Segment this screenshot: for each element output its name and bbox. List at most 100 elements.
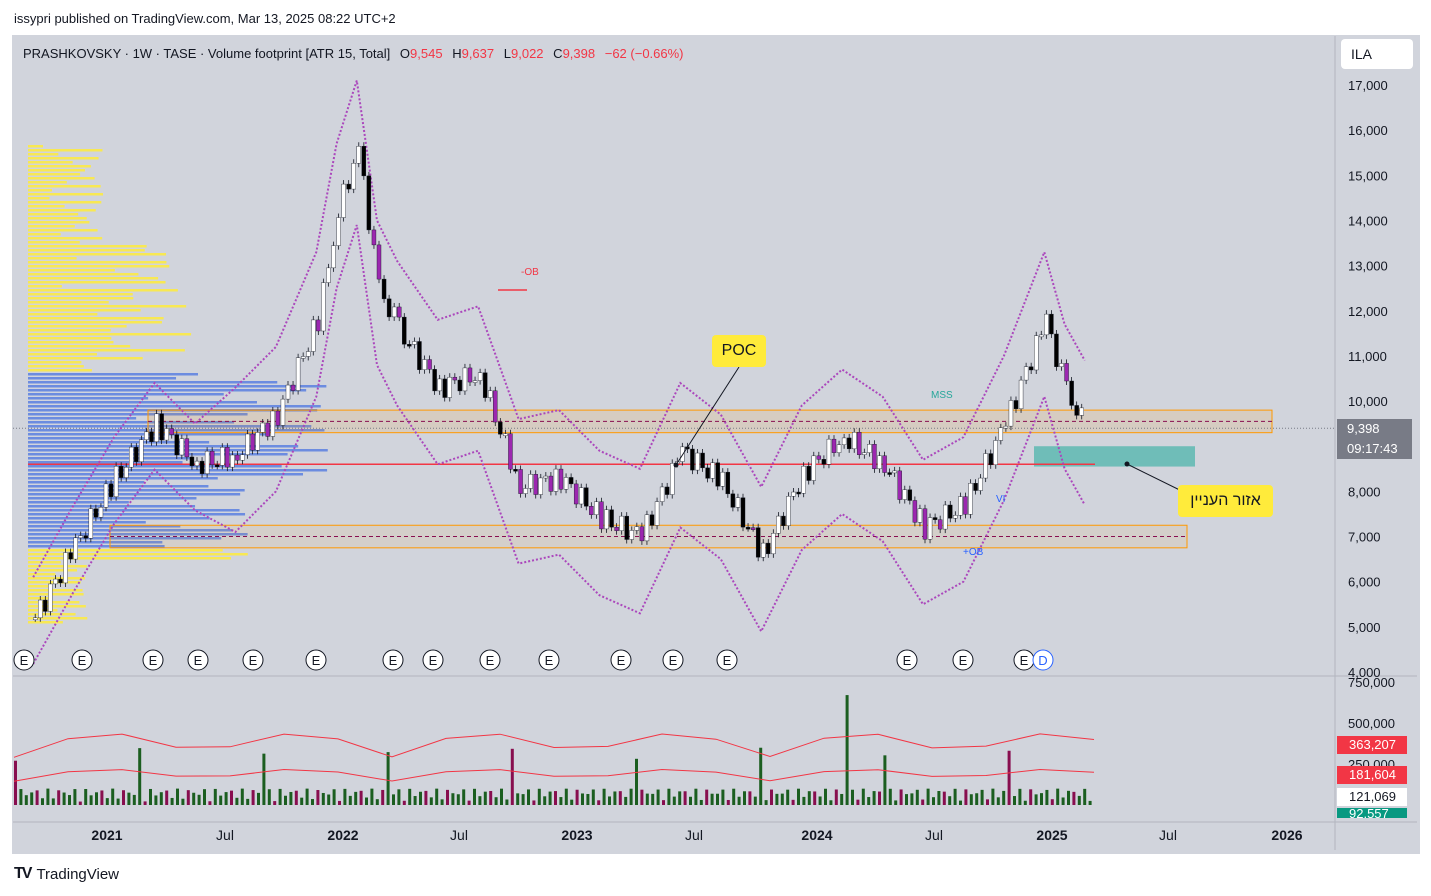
profile-bar (28, 189, 52, 192)
candle (670, 463, 675, 495)
volume-bar (462, 789, 466, 805)
volume-bar (753, 796, 757, 805)
volume-bar (834, 789, 838, 805)
earnings-icon[interactable]: E (71, 649, 93, 671)
profile-bar (28, 453, 288, 456)
volume-bar (251, 790, 255, 805)
time-tick-label: 2023 (561, 827, 592, 843)
time-tick-label: Jul (216, 827, 234, 843)
profile-bar (28, 301, 109, 304)
volume-bar (73, 789, 77, 805)
earnings-icon[interactable]: E (142, 649, 164, 671)
volume-bar (899, 789, 903, 805)
last-price-badge: 9,398 09:17:43 (1337, 419, 1412, 459)
footer-brand[interactable]: TradingView (36, 865, 119, 883)
volume-bar (1023, 800, 1027, 805)
profile-bar (28, 341, 114, 344)
volume-bar (564, 788, 568, 805)
earnings-icon[interactable]: E (538, 649, 560, 671)
volume-badge-2: 181,604 (1337, 766, 1407, 784)
profile-bar (28, 157, 99, 160)
volume-bar (262, 753, 266, 805)
earnings-icon[interactable]: E (479, 649, 501, 671)
candle (619, 515, 624, 531)
volume-bar (975, 793, 979, 805)
earnings-icon[interactable]: E (305, 649, 327, 671)
earnings-icon[interactable]: E (187, 649, 209, 671)
profile-bar (28, 481, 145, 484)
volume-bar (683, 791, 687, 805)
profile-bar (28, 473, 304, 476)
earnings-icon[interactable]: E (896, 649, 918, 671)
candle (1049, 313, 1054, 335)
candle (371, 229, 377, 246)
candle (811, 455, 816, 481)
volume-bar (845, 695, 849, 805)
candle (250, 433, 255, 451)
earnings-icon[interactable]: E (610, 649, 632, 671)
currency-selector[interactable]: ILA (1341, 39, 1413, 69)
volume-bar (964, 789, 968, 805)
earnings-icon[interactable]: E (662, 649, 684, 671)
earnings-icon[interactable]: E (1013, 649, 1035, 671)
annotation-label: MSS (931, 390, 953, 401)
candle (523, 488, 528, 494)
tradingview-logo-icon: TV (14, 865, 33, 882)
candle (103, 483, 109, 508)
earnings-icon[interactable]: E (242, 649, 264, 671)
volume-bar (446, 789, 449, 805)
profile-bar (28, 465, 282, 468)
profile-bar (28, 493, 241, 496)
candle (1044, 313, 1049, 336)
candle (983, 453, 988, 479)
profile-bar (28, 609, 58, 612)
profile-bar (28, 469, 328, 472)
profile-bar (28, 381, 278, 384)
volume-bar (813, 791, 817, 805)
candle (48, 583, 53, 612)
profile-bar (28, 305, 187, 308)
price-tick-label: 14,000 (1348, 213, 1388, 228)
profile-bar (28, 617, 88, 620)
volume-bar (240, 788, 244, 805)
earnings-icon[interactable]: E (382, 649, 404, 671)
price-tick-label: 4,000 (1348, 665, 1381, 680)
earnings-icon[interactable]: E (422, 649, 444, 671)
candle (442, 378, 447, 398)
candle (164, 428, 169, 441)
candle (766, 542, 771, 555)
candle (963, 496, 968, 515)
volume-bar (527, 789, 530, 805)
bar-countdown: 09:17:43 (1347, 441, 1398, 456)
candle (594, 501, 599, 515)
profile-bar (28, 417, 137, 420)
low-label: L (503, 46, 511, 61)
earnings-icon[interactable]: E (952, 649, 974, 671)
profile-bar (28, 425, 312, 428)
volume-bar (89, 795, 93, 805)
candle (462, 367, 468, 392)
earnings-marker-circle (242, 649, 264, 671)
candle (285, 384, 291, 400)
volume-bar (1045, 789, 1049, 805)
earnings-marker-circle (142, 649, 164, 671)
profile-bar (28, 309, 141, 312)
earnings-icon[interactable]: E (716, 649, 738, 671)
candle (290, 384, 296, 391)
candle (270, 410, 276, 437)
volume-bar (413, 796, 417, 805)
profile-bar (28, 413, 248, 416)
profile-bar (28, 541, 163, 544)
volume-bar (138, 748, 142, 805)
profile-bar (28, 317, 164, 320)
earnings-icon[interactable]: E (13, 649, 35, 671)
volume-bar (489, 790, 493, 805)
volume-bar (759, 747, 763, 805)
volume-bar (1018, 788, 1022, 805)
profile-bar (28, 153, 59, 156)
earnings-marker-label: E (545, 653, 554, 668)
candle (998, 427, 1004, 441)
volume-bar (370, 788, 374, 805)
volume-bar (645, 793, 649, 805)
